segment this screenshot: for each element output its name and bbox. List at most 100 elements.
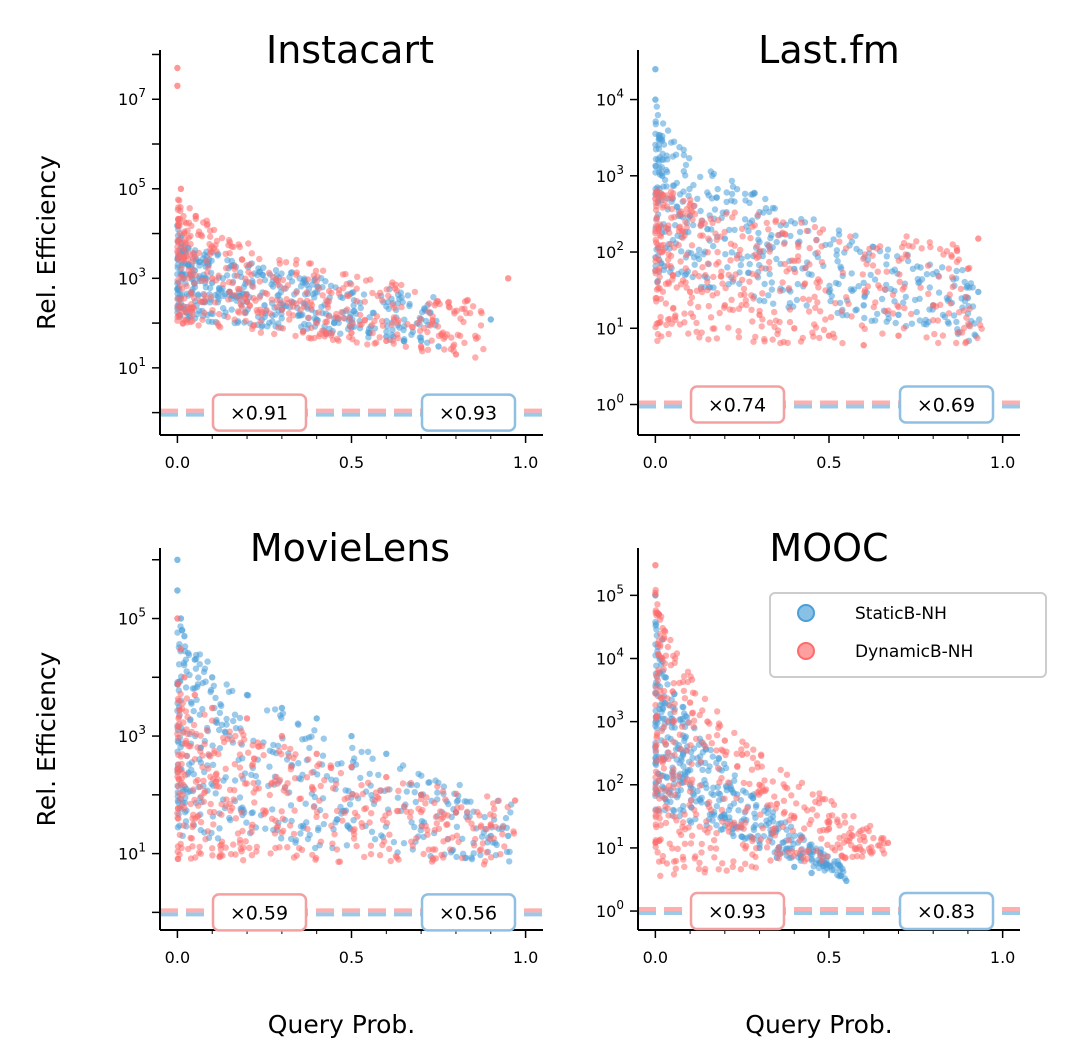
scatter-point [681,310,688,317]
scatter-point [199,705,206,713]
scatter-point [911,296,919,304]
scatter-point [679,751,687,758]
y-tick-label: 101 [118,841,146,864]
scatter-point [453,790,460,797]
scatter-point [827,297,834,305]
scatter-point [314,273,321,280]
scatter-point [689,689,697,696]
scatter-point [652,715,660,722]
scatter-point [657,786,664,793]
scatter-point [234,830,242,837]
scatter-point [876,243,884,250]
scatter-point [687,742,694,749]
scatter-point [733,794,740,802]
scatter-point [306,744,313,752]
scatter-point [727,785,734,793]
scatter-point [831,858,838,865]
scatter-point [900,299,907,306]
scatter-point [207,293,214,301]
scatter-point [679,853,687,861]
scatter-point [677,208,685,215]
scatter-point [404,321,411,328]
scatter-point [975,288,982,296]
scatter-point [696,859,703,866]
scatter-point [226,288,233,295]
scatter-point [681,811,688,818]
scatter-point [895,332,902,339]
y-tick-label: 103 [118,723,146,746]
scatter-point [666,790,673,797]
scatter-point [678,723,686,730]
scatter-point [731,729,738,737]
scatter-point [668,205,676,213]
scatter-point [813,812,821,819]
scatter-point [237,739,244,747]
scatter-point [407,779,415,787]
scatter-point [935,339,942,347]
scatter-point [671,813,678,820]
scatter-point [224,313,231,321]
scatter-point [396,765,404,772]
scatter-point [727,257,734,264]
scatter-point [236,295,243,302]
scatter-point [871,276,879,283]
scatter-point [225,236,233,244]
scatter-point [175,734,182,741]
scatter-point [761,280,768,288]
scatter-point [183,282,190,290]
scatter-point [174,317,181,324]
scatter-point [348,732,355,740]
scatter-point [474,808,481,816]
scatter-point [428,337,435,344]
scatter-point [212,771,220,778]
scatter-point [757,789,765,796]
scatter-point [874,268,881,275]
scatter-point [793,296,801,304]
scatter-point [966,305,973,313]
scatter-point [181,740,188,747]
scatter-point [954,329,961,336]
scatter-point [348,763,355,770]
scatter-point [691,806,698,814]
scatter-point [699,707,706,714]
scatter-point [653,672,660,680]
scatter-point [267,310,274,317]
scatter-point [490,800,497,807]
scatter-point [665,812,672,819]
scatter-point [926,284,933,291]
scatter-point [216,709,224,717]
scatter-point [934,317,942,324]
scatter-point [361,853,368,861]
scatter-point [930,302,937,309]
scatter-point [412,798,419,806]
scatter-point [267,850,274,857]
scatter-point [750,746,757,753]
scatter-point [292,332,299,340]
scatter-point [713,194,720,201]
scatter-point [174,587,181,594]
scatter-point [329,840,336,847]
scatter-point [676,731,683,738]
legend: StaticB-NH DynamicB-NH [769,592,1047,678]
scatter-point [705,302,712,310]
scatter-point [835,227,843,234]
scatter-point [842,245,850,252]
scatter-point [245,240,252,247]
scatter-point [772,217,780,224]
scatter-point [302,735,309,742]
scatter-point [707,844,714,852]
scatter-point [739,233,746,240]
scatter-point [812,324,820,331]
scatter-point [185,845,192,853]
scatter-point [353,298,360,305]
scatter-point [278,299,285,307]
scatter-point [860,255,867,262]
scatter-point [361,316,369,324]
scatter-point [820,826,827,834]
scatter-point [690,723,697,731]
scatter-point [335,286,343,294]
scatter-point [180,659,188,667]
scatter-point [432,813,440,821]
scatter-point [319,267,327,274]
scatter-point [366,819,373,826]
